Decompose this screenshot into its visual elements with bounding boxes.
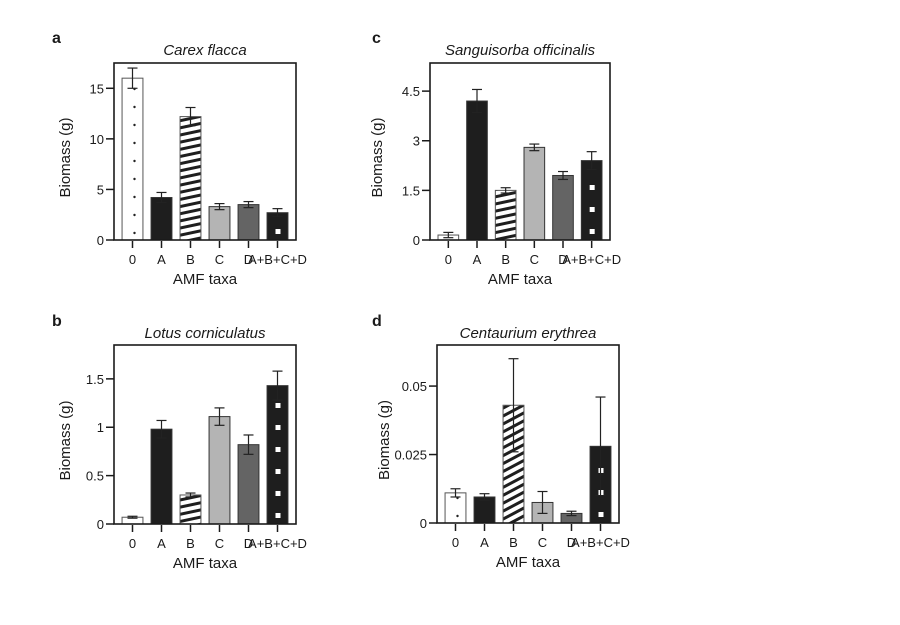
- bar-square: [275, 229, 281, 234]
- y-tick-label: 4.5: [402, 84, 420, 99]
- x-tick-label: B: [501, 252, 510, 267]
- x-tick-label: A+B+C+D: [571, 535, 630, 550]
- panel-letter: d: [372, 313, 382, 330]
- bar-dot: [133, 123, 136, 127]
- x-axis-label: AMF taxa: [496, 554, 561, 571]
- panel-title: Lotus corniculatus: [145, 325, 266, 342]
- bar-square: [275, 491, 281, 496]
- bar-dot: [133, 231, 136, 235]
- bar-D: [237, 204, 260, 241]
- y-tick-label: 1.5: [86, 372, 104, 387]
- plot-frame: [429, 62, 611, 241]
- x-tick-label: 0: [452, 535, 459, 550]
- x-tick-label: 0: [445, 252, 452, 267]
- bar-dot: [133, 195, 136, 199]
- y-tick-label: 3: [413, 134, 420, 149]
- bar-dot: [133, 141, 136, 145]
- y-axis-label: Biomass (g): [57, 400, 74, 480]
- y-axis-label: Biomass (g): [376, 400, 393, 480]
- panel-letter: b: [52, 313, 62, 330]
- x-tick-label: 0: [129, 252, 136, 267]
- y-axis-label: Biomass (g): [369, 117, 386, 197]
- bar-square: [275, 469, 281, 474]
- bar-0: [121, 77, 144, 241]
- x-tick-label: B: [186, 536, 195, 551]
- bar-square: [275, 447, 281, 452]
- panel-b: b Lotus corniculatus 0 A B C DA+B+C+D 0 0.5 1 1.5 A…: [52, 313, 307, 572]
- x-axis-label: AMF taxa: [173, 555, 238, 572]
- x-tick-label: D: [244, 252, 253, 267]
- bar-D: [237, 444, 260, 525]
- panel-title: Carex flacca: [163, 42, 246, 59]
- panel-title: Sanguisorba officinalis: [445, 42, 596, 59]
- plot-frame: [113, 62, 297, 241]
- bar-A+B+C+D: [580, 160, 603, 241]
- plot-frame: [436, 344, 620, 524]
- y-tick-label: 0.5: [86, 469, 104, 484]
- x-tick-label: A: [480, 535, 489, 550]
- x-axis-label: AMF taxa: [488, 271, 553, 288]
- y-tick-label: 0: [413, 233, 420, 248]
- bar-A: [150, 428, 173, 525]
- panel-d: d Centaurium erythrea 0 A B C DA+B+C+D 0 0.025 0.…: [372, 313, 630, 571]
- x-tick-label: D: [244, 536, 253, 551]
- bar-square: [589, 207, 595, 212]
- bar-square: [275, 513, 281, 518]
- y-tick-label: 0.05: [402, 379, 427, 394]
- bar-C: [208, 416, 231, 525]
- bar-square: [275, 425, 281, 430]
- bar-B: [179, 494, 202, 525]
- y-axis-label: Biomass (g): [57, 117, 74, 197]
- bar-dot: [133, 177, 136, 181]
- panel-a: a Carex flacca 0 A B C DA+B+C+D 0 5 10 15 AMF taxa B…: [52, 30, 307, 288]
- bar-dot: [133, 105, 136, 109]
- x-tick-label: C: [215, 536, 224, 551]
- bar-A: [473, 496, 496, 524]
- x-tick-label: A: [157, 536, 166, 551]
- y-tick-label: 10: [90, 132, 104, 147]
- x-tick-label: A+B+C+D: [248, 536, 307, 551]
- panel-c: c Sanguisorba officinalis 0 A B C DA+B+C+D 0 1.5…: [369, 30, 621, 288]
- x-tick-label: A+B+C+D: [562, 252, 621, 267]
- y-tick-label: 0: [97, 233, 104, 248]
- bar-B: [494, 189, 517, 241]
- bar-C: [523, 146, 546, 241]
- x-tick-label: D: [558, 252, 567, 267]
- x-tick-label: B: [186, 252, 195, 267]
- bar-dot: [456, 514, 459, 518]
- x-tick-label: A+B+C+D: [248, 252, 307, 267]
- panel-letter: c: [372, 30, 381, 47]
- x-tick-label: 0: [129, 536, 136, 551]
- bar-B: [179, 116, 202, 241]
- x-tick-label: C: [530, 252, 539, 267]
- x-tick-label: D: [567, 535, 576, 550]
- y-tick-label: 1.5: [402, 183, 420, 198]
- x-axis-label: AMF taxa: [173, 271, 238, 288]
- bar-square: [598, 512, 604, 517]
- bar-A: [466, 100, 488, 241]
- x-tick-label: B: [509, 535, 518, 550]
- x-tick-label: A: [157, 252, 166, 267]
- x-tick-label: A: [473, 252, 482, 267]
- plot-frame: [113, 344, 297, 525]
- bar-dot: [133, 159, 136, 163]
- y-tick-label: 0.025: [394, 448, 427, 463]
- x-tick-label: C: [538, 535, 547, 550]
- x-tick-label: C: [215, 252, 224, 267]
- y-tick-label: 5: [97, 182, 104, 197]
- bar-square: [589, 229, 595, 234]
- y-tick-label: 1: [97, 420, 104, 435]
- panel-letter: a: [52, 30, 61, 47]
- panel-title: Centaurium erythrea: [460, 325, 597, 342]
- y-tick-label: 0: [420, 516, 427, 531]
- bar-A: [150, 197, 173, 241]
- bar-square: [589, 185, 595, 190]
- y-tick-label: 0: [97, 517, 104, 532]
- bar-square: [275, 403, 281, 408]
- bar-dot: [133, 213, 136, 217]
- y-tick-label: 15: [90, 81, 104, 96]
- bar-C: [208, 206, 231, 241]
- bar-D: [552, 174, 574, 241]
